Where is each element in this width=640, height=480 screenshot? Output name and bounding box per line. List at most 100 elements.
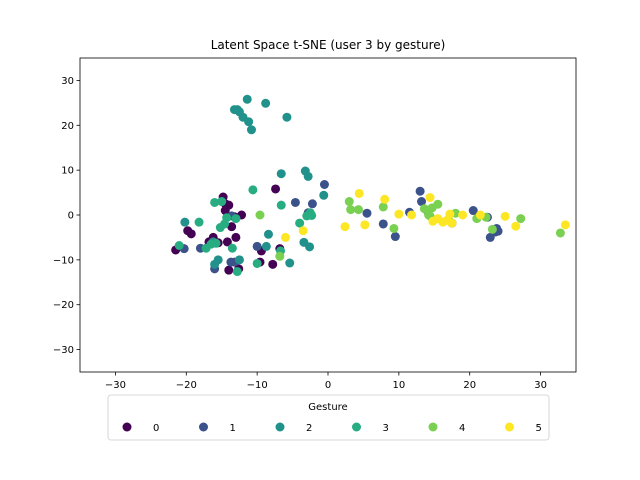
data-point-gesture-4 — [555, 228, 565, 238]
data-point-gesture-2 — [263, 229, 273, 239]
data-point-gesture-1 — [307, 199, 317, 209]
data-point-gesture-5 — [354, 188, 364, 198]
points-layer — [171, 94, 570, 277]
legend-label-5: 5 — [536, 423, 542, 434]
x-tick-label: −10 — [247, 380, 268, 391]
data-point-gesture-5 — [447, 218, 457, 228]
y-tick-label: −30 — [53, 345, 74, 356]
data-point-gesture-4 — [389, 223, 399, 233]
data-point-gesture-5 — [340, 222, 350, 232]
data-point-gesture-2 — [261, 241, 271, 251]
legend-label-1: 1 — [230, 423, 236, 434]
legend-marker-2 — [275, 422, 285, 432]
data-point-gesture-2 — [276, 169, 286, 179]
data-point-gesture-3 — [174, 241, 184, 251]
chart-title: Latent Space t-SNE (user 3 by gesture) — [211, 38, 446, 52]
data-point-gesture-4 — [487, 224, 497, 234]
y-tick-label: 20 — [61, 121, 74, 132]
data-point-gesture-0 — [227, 222, 237, 232]
data-point-gesture-1 — [290, 197, 300, 207]
data-point-gesture-2 — [261, 98, 271, 108]
y-tick-label: 10 — [61, 166, 74, 177]
legend-marker-0 — [122, 422, 132, 432]
data-point-gesture-4 — [433, 199, 443, 209]
data-point-gesture-0 — [271, 184, 281, 194]
data-point-gesture-3 — [232, 267, 242, 277]
legend-title: Gesture — [308, 402, 347, 413]
data-point-gesture-2 — [319, 190, 329, 200]
data-point-gesture-1 — [378, 219, 388, 229]
data-point-gesture-2 — [282, 112, 292, 122]
x-tick-label: −20 — [176, 380, 197, 391]
data-point-gesture-4 — [353, 205, 363, 215]
data-point-gesture-2 — [246, 125, 256, 135]
data-point-gesture-4 — [255, 210, 265, 220]
data-point-gesture-3 — [222, 213, 232, 223]
data-point-gesture-1 — [362, 208, 372, 218]
plot-frame — [79, 57, 577, 373]
legend-marker-3 — [352, 422, 361, 432]
data-point-gesture-0 — [268, 259, 278, 269]
legend-marker-4 — [428, 422, 438, 432]
x-tick-label: 20 — [463, 380, 476, 391]
data-point-gesture-4 — [275, 251, 285, 261]
data-point-gesture-2 — [305, 242, 315, 252]
data-point-gesture-1 — [252, 241, 262, 251]
data-point-gesture-0 — [222, 237, 232, 247]
data-point-gesture-2 — [303, 171, 313, 181]
data-point-gesture-3 — [194, 217, 204, 227]
data-point-gesture-4 — [346, 205, 356, 215]
data-point-gesture-1 — [417, 197, 427, 207]
legend-box — [107, 394, 550, 441]
data-point-gesture-5 — [511, 221, 521, 231]
legend: Gesture 0 1 2 3 4 5 — [107, 394, 550, 441]
legend-marker-5 — [505, 422, 514, 432]
data-point-gesture-0 — [186, 229, 196, 239]
data-point-gesture-2 — [213, 255, 223, 265]
data-point-gesture-2 — [180, 217, 190, 227]
data-point-gesture-3 — [210, 197, 220, 207]
y-tick-label: −20 — [53, 300, 74, 311]
data-point-gesture-5 — [458, 210, 468, 220]
data-point-gesture-0 — [224, 265, 234, 275]
data-point-gesture-0 — [231, 232, 241, 242]
data-point-gesture-3 — [227, 243, 237, 253]
data-point-gesture-5 — [445, 209, 455, 219]
legend-marker-1 — [199, 422, 208, 432]
y-tick-label: 0 — [68, 211, 74, 222]
data-point-gesture-3 — [248, 185, 258, 195]
data-point-gesture-1 — [390, 232, 400, 242]
data-point-gesture-5 — [560, 220, 570, 230]
data-point-gesture-3 — [252, 258, 262, 268]
y-tick-label: −10 — [53, 255, 74, 266]
data-point-gesture-1 — [468, 206, 478, 216]
data-point-gesture-3 — [295, 218, 305, 228]
data-point-gesture-1 — [319, 179, 329, 189]
data-point-gesture-0 — [224, 200, 234, 210]
x-tick-label: 0 — [325, 380, 331, 391]
data-point-gesture-1 — [415, 186, 425, 196]
data-point-gesture-3 — [231, 214, 241, 224]
legend-label-3: 3 — [383, 423, 389, 434]
data-point-gesture-5 — [298, 226, 308, 236]
data-point-gesture-5 — [394, 209, 404, 219]
data-point-gesture-2 — [242, 94, 252, 104]
data-point-gesture-5 — [380, 194, 390, 204]
x-tick-label: 30 — [534, 380, 547, 391]
data-point-gesture-2 — [244, 117, 254, 127]
data-point-gesture-5 — [425, 193, 435, 203]
x-tick-label: −30 — [105, 380, 126, 391]
data-point-gesture-5 — [280, 232, 290, 242]
data-point-gesture-3 — [307, 210, 317, 220]
data-point-gesture-3 — [276, 200, 286, 210]
legend-label-2: 2 — [306, 423, 312, 434]
data-point-gesture-2 — [285, 258, 295, 268]
data-point-gesture-5 — [475, 210, 485, 220]
data-point-gesture-4 — [378, 202, 388, 212]
data-point-gesture-3 — [217, 197, 227, 207]
x-tick-label: 10 — [392, 380, 405, 391]
y-tick-label: 30 — [61, 76, 74, 87]
data-point-gesture-2 — [234, 255, 244, 265]
data-point-gesture-3 — [211, 238, 221, 248]
